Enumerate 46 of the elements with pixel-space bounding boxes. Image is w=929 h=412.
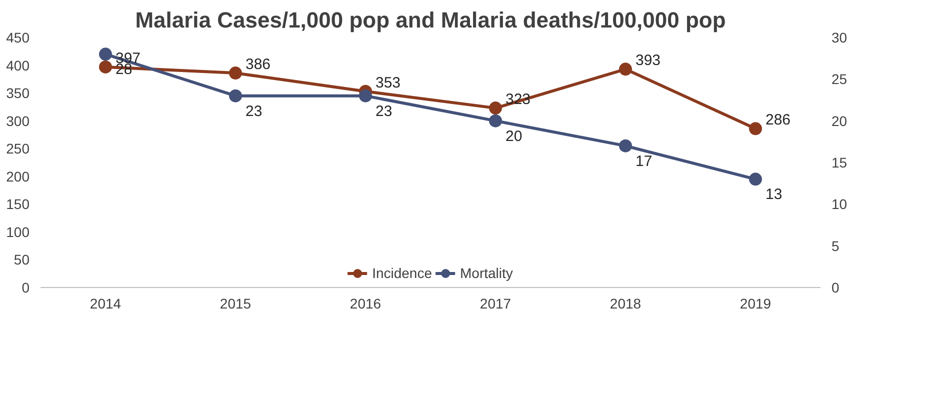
y-tick-label: 0 (22, 280, 30, 296)
data-label: 353 (376, 74, 401, 92)
y2-tick-label: 15 (832, 154, 848, 170)
point (749, 122, 762, 136)
y2-tick-label: 20 (832, 112, 848, 129)
y-tick-label: 150 (6, 196, 30, 212)
y2-tick-label: 30 (832, 30, 848, 46)
data-label: 17 (636, 152, 652, 170)
y-tick-label: 200 (6, 168, 30, 184)
data-label: 13 (766, 186, 782, 204)
y-tick-label: 300 (6, 112, 30, 129)
data-label: 20 (506, 128, 522, 145)
point (99, 48, 112, 61)
y-tick-label: 50 (14, 252, 30, 268)
point (749, 172, 762, 186)
point (619, 139, 632, 152)
y-tick-label: 400 (6, 57, 30, 74)
point (229, 66, 242, 80)
data-label: 286 (766, 112, 791, 129)
data-label: 393 (636, 52, 661, 70)
y-tick-label: 350 (6, 85, 30, 102)
y2-tick-label: 25 (832, 71, 848, 88)
chart-title: Malaria Cases/1,000 pop and Malaria deaths/100,000 pop (135, 8, 726, 32)
y-tick-label: 450 (6, 30, 30, 46)
legend-label: Incidence (372, 265, 432, 281)
legend-label: Mortality (460, 265, 513, 281)
data-label: 23 (246, 102, 262, 120)
x-tick-label: 2017 (480, 296, 512, 312)
data-label: 386 (246, 56, 271, 74)
y-tick-label: 250 (6, 140, 30, 157)
x-tick-label: 2015 (220, 296, 252, 312)
point (229, 89, 242, 102)
x-tick-label: 2018 (610, 296, 642, 312)
y2-tick-label: 10 (832, 196, 848, 212)
x-tick-label: 2019 (740, 296, 772, 312)
point (489, 114, 502, 128)
point (99, 60, 112, 74)
x-tick-label: 2016 (350, 296, 382, 312)
point (359, 89, 372, 102)
x-tick-label: 2014 (90, 296, 122, 312)
y2-tick-label: 5 (832, 238, 840, 254)
point (489, 102, 502, 115)
point (619, 62, 632, 76)
data-label: 23 (376, 102, 392, 120)
y2-tick-label: 0 (832, 280, 840, 296)
y-tick-label: 100 (6, 224, 30, 240)
